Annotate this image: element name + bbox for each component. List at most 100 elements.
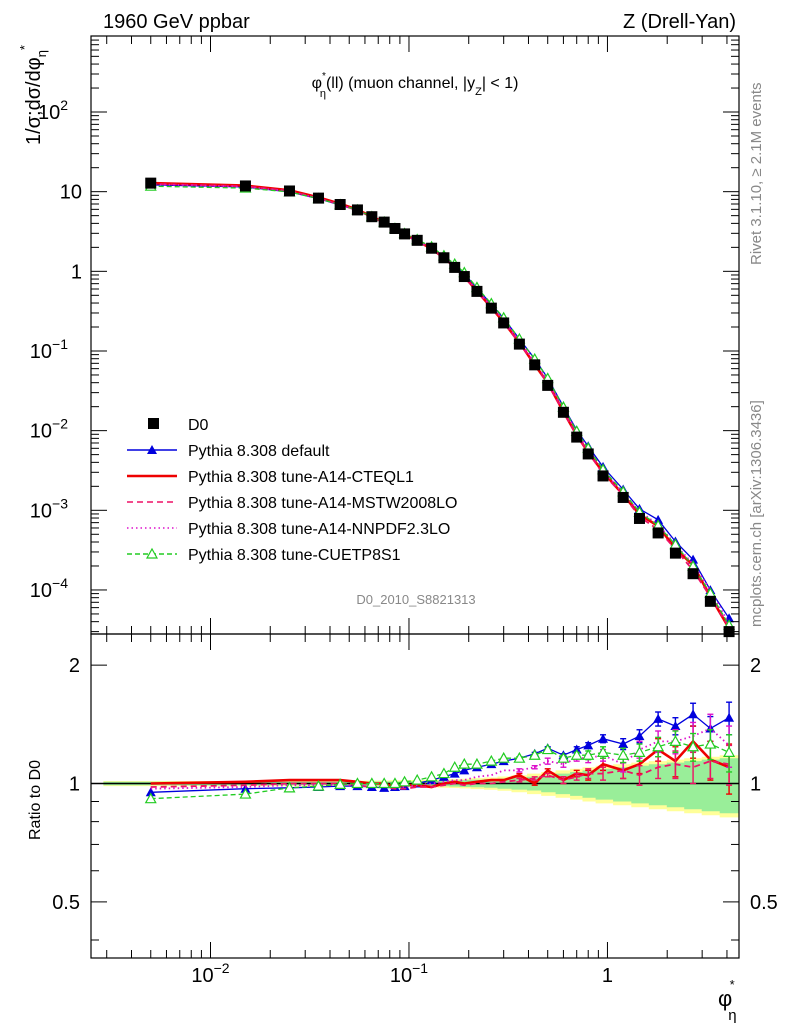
data-point bbox=[312, 192, 324, 204]
legend-marker bbox=[145, 547, 159, 559]
series-point bbox=[458, 757, 471, 769]
data-point bbox=[597, 470, 609, 482]
series-point bbox=[634, 731, 645, 741]
data-point bbox=[723, 626, 735, 638]
ratio-y-tick-label: 1 bbox=[69, 774, 80, 796]
data-point bbox=[438, 252, 450, 264]
ratio-y-tick-label: 2 bbox=[69, 655, 80, 677]
series-point bbox=[459, 765, 470, 775]
series-point bbox=[144, 792, 157, 804]
legend-entry: Pythia 8.308 default bbox=[127, 443, 330, 460]
series-point bbox=[528, 749, 541, 760]
series-point bbox=[618, 739, 629, 749]
series-point bbox=[723, 746, 736, 757]
legend-label: Pythia 8.308 default bbox=[188, 443, 330, 460]
series-point bbox=[425, 770, 438, 782]
data-point bbox=[334, 199, 346, 211]
y-tick-label: 10−3 bbox=[30, 495, 68, 522]
series-point bbox=[633, 746, 646, 757]
series-point bbox=[239, 787, 252, 799]
y-tick-label: 10−1 bbox=[30, 336, 68, 363]
data-point bbox=[513, 338, 525, 350]
series-4-ratio bbox=[144, 729, 736, 804]
series-point bbox=[145, 787, 156, 797]
header-left: 1960 GeV ppbar bbox=[103, 11, 250, 33]
series-point bbox=[513, 751, 526, 763]
data-point bbox=[366, 211, 378, 223]
data-point bbox=[471, 285, 483, 297]
data-point bbox=[704, 595, 716, 607]
series-point bbox=[388, 777, 401, 789]
legend-entry: D0 bbox=[148, 417, 209, 434]
data-point bbox=[582, 448, 594, 460]
series-point bbox=[670, 721, 681, 731]
legend-label: Pythia 8.308 tune-A14-MSTW2008LO bbox=[188, 495, 457, 512]
series-point bbox=[411, 773, 424, 785]
main-y-ticks bbox=[91, 35, 739, 633]
series-point bbox=[582, 749, 595, 760]
series-point bbox=[687, 740, 700, 752]
series-point bbox=[583, 740, 594, 750]
series-point bbox=[653, 713, 664, 723]
x-tick-label: 1 bbox=[602, 965, 613, 987]
legend-entry: Pythia 8.308 tune-CUETP8S1 bbox=[127, 547, 401, 564]
data-point bbox=[145, 177, 157, 189]
legend-label: Pythia 8.308 tune-A14-NNPDF2.3LO bbox=[188, 521, 450, 538]
rivet-version-text: Rivet 3.1.10, ≥ 2.1M events bbox=[748, 83, 765, 266]
series-point bbox=[351, 777, 364, 789]
data-point bbox=[283, 185, 295, 197]
data-point bbox=[687, 568, 699, 580]
plot-title: φ* η(ll) (muon channel, |yZ| < 1) bbox=[312, 71, 519, 100]
series-point bbox=[312, 779, 325, 791]
legend-label: Pythia 8.308 tune-A14-CTEQL1 bbox=[188, 469, 414, 486]
series-point bbox=[688, 709, 699, 719]
ratio-y-label: Ratio to D0 bbox=[27, 760, 44, 840]
data-point bbox=[669, 547, 681, 559]
ratio-y-tick-label-right: 1 bbox=[750, 774, 761, 796]
series-point bbox=[570, 749, 583, 760]
x-tick-label: 10−1 bbox=[390, 960, 428, 987]
data-point bbox=[529, 359, 541, 371]
x-ticks bbox=[106, 36, 728, 958]
ratio-y-tick-label: 0.5 bbox=[52, 892, 80, 914]
legend-entry: Pythia 8.308 tune-A14-CTEQL1 bbox=[127, 469, 414, 486]
series-point bbox=[449, 768, 460, 778]
ratio-panel: 10−2 10−1 1 0.5 0.5 1 1 2 2 bbox=[52, 36, 778, 987]
data-point bbox=[571, 431, 583, 443]
series-point bbox=[669, 735, 682, 746]
data-point bbox=[498, 317, 510, 329]
ratio-y-tick-label-right: 2 bbox=[750, 655, 761, 677]
series-point bbox=[365, 777, 378, 789]
ratio-y-ticks bbox=[91, 664, 739, 941]
legend-marker bbox=[148, 418, 159, 429]
data-point bbox=[426, 242, 438, 254]
y-tick-label: 10−4 bbox=[30, 575, 68, 602]
series-point bbox=[485, 754, 498, 766]
data-point bbox=[485, 302, 497, 314]
data-point bbox=[389, 222, 401, 234]
series-point bbox=[497, 751, 510, 763]
series-point bbox=[283, 781, 296, 793]
data-point bbox=[633, 512, 645, 524]
series-point bbox=[652, 740, 665, 752]
x-axis-label: φ η* bbox=[718, 977, 737, 1024]
data-point bbox=[652, 527, 664, 539]
y-tick-label: 10−2 bbox=[30, 416, 68, 443]
data-point bbox=[411, 234, 423, 246]
series-point bbox=[334, 778, 347, 789]
data-point bbox=[557, 406, 569, 418]
y-tick-label: 10 bbox=[60, 182, 82, 204]
series-point bbox=[541, 743, 554, 755]
series-point bbox=[470, 757, 483, 769]
x-tick-label: 10−2 bbox=[191, 960, 229, 987]
series-point bbox=[437, 767, 450, 779]
data-point bbox=[449, 261, 461, 273]
series-point bbox=[617, 749, 630, 760]
analysis-name: D0_2010_S8821313 bbox=[356, 592, 475, 607]
main-y-label: 1/σ;dσ/dφη* bbox=[17, 45, 49, 145]
mcplots-text: mcplots.cern.ch [arXiv:1306.3436] bbox=[748, 400, 765, 627]
legend-entry: Pythia 8.308 tune-A14-NNPDF2.3LO bbox=[127, 521, 450, 538]
series-line-ratio bbox=[150, 760, 730, 790]
legend-label: D0 bbox=[188, 417, 209, 434]
